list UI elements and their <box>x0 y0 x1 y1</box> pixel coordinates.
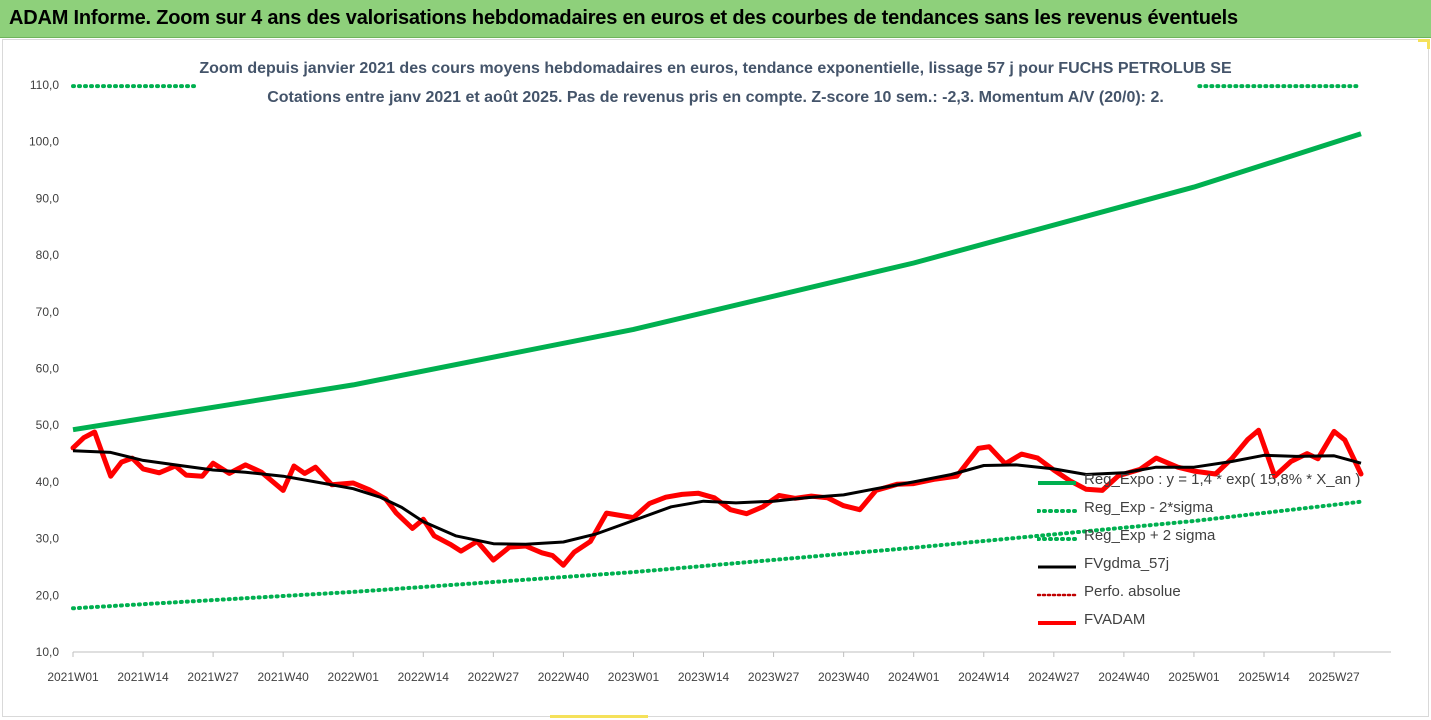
plot-area <box>70 84 1364 611</box>
legend-item-lower: Reg_Exp - 2*sigma <box>1037 496 1297 524</box>
chart-subtitle: Cotations entre janv 2021 et août 2025. … <box>267 89 1164 106</box>
x-tick-label: 2024W14 <box>958 670 1010 684</box>
legend-label: Perfo. absolue <box>1084 583 1181 600</box>
legend-item-upper: Reg_Exp + 2 sigma <box>1037 524 1297 552</box>
y-tick-label: 30,0 <box>36 532 60 546</box>
x-tick-label: 2023W27 <box>748 670 800 684</box>
legend-swatch <box>1038 481 1076 485</box>
x-tick-label: 2023W01 <box>608 670 660 684</box>
x-tick-label: 2024W01 <box>888 670 940 684</box>
legend-item-trend: Reg_Expo : y = 1,4 * exp( 15,8% * X_an ) <box>1037 468 1360 496</box>
y-tick-label: 90,0 <box>36 191 60 205</box>
x-tick-label: 2025W14 <box>1238 670 1290 684</box>
legend-swatch <box>1037 537 1077 541</box>
series-fvgdma-57j <box>72 449 1362 546</box>
x-tick-label: 2021W01 <box>47 670 99 684</box>
legend-label: FVADAM <box>1084 611 1146 628</box>
legend-swatch <box>1038 565 1076 569</box>
legend-label: Reg_Exp + 2 sigma <box>1084 527 1216 544</box>
series-exp-trend <box>72 131 1362 433</box>
x-tick-label: 2022W14 <box>398 670 450 684</box>
x-tick-label: 2023W40 <box>818 670 870 684</box>
x-tick-label: 2024W40 <box>1098 670 1150 684</box>
y-tick-label: 100,0 <box>29 135 59 149</box>
chart-legend: Reg_Expo : y = 1,4 * exp( 15,8% * X_an )… <box>1037 468 1360 636</box>
x-tick-label: 2024W27 <box>1028 670 1080 684</box>
x-axis: 2021W01 2021W14 2021W27 2021W40 2022W01 2022W… <box>47 651 1391 684</box>
legend-swatch <box>1037 509 1077 513</box>
y-tick-label: 70,0 <box>36 305 60 319</box>
y-tick-label: 60,0 <box>36 362 60 376</box>
chart-frame <box>2 39 1429 717</box>
legend-label: Reg_Expo : y = 1,4 * exp( 15,8% * X_an ) <box>1084 471 1361 488</box>
y-tick-label: 10,0 <box>36 645 60 659</box>
y-tick-label: 80,0 <box>36 248 60 262</box>
y-tick-label: 40,0 <box>36 475 60 489</box>
frame-bottom-mark <box>550 715 648 718</box>
frame-corner-mark <box>1427 39 1430 49</box>
x-tick-label: 2022W27 <box>468 670 520 684</box>
series-lower-band <box>71 499 1363 611</box>
x-tick-label: 2025W27 <box>1308 670 1360 684</box>
legend-item-smooth: FVgdma_57j <box>1037 552 1297 580</box>
y-tick-label: 20,0 <box>36 588 60 602</box>
x-tick-label: 2023W14 <box>678 670 730 684</box>
legend-item-price: FVADAM <box>1037 608 1297 636</box>
legend-label: Reg_Exp - 2*sigma <box>1084 499 1214 516</box>
report-title: ADAM Informe. Zoom sur 4 ans des valoris… <box>9 7 1238 29</box>
y-axis: 10,0 20,0 30,0 40,0 50,0 60,0 70,0 80,0 90,0 100,… <box>29 78 59 659</box>
y-tick-label: 110,0 <box>30 78 59 92</box>
x-tick-label: 2021W27 <box>187 670 239 684</box>
legend-swatch <box>1037 593 1077 597</box>
legend-label: FVgdma_57j <box>1084 555 1170 572</box>
x-tick-label: 2025W01 <box>1168 670 1220 684</box>
legend-swatch <box>1038 621 1076 625</box>
x-tick-label: 2021W14 <box>117 670 169 684</box>
x-tick-label: 2022W40 <box>538 670 590 684</box>
x-tick-label: 2022W01 <box>328 670 380 684</box>
report-banner: ADAM Informe. Zoom sur 4 ans des valoris… <box>0 0 1431 38</box>
legend-item-perf: Perfo. absolue <box>1037 580 1297 608</box>
y-tick-label: 50,0 <box>36 418 60 432</box>
chart-title: Zoom depuis janvier 2021 des cours moyen… <box>199 60 1232 77</box>
x-tick-label: 2021W40 <box>257 670 309 684</box>
frame-corner-mark <box>1418 39 1430 42</box>
